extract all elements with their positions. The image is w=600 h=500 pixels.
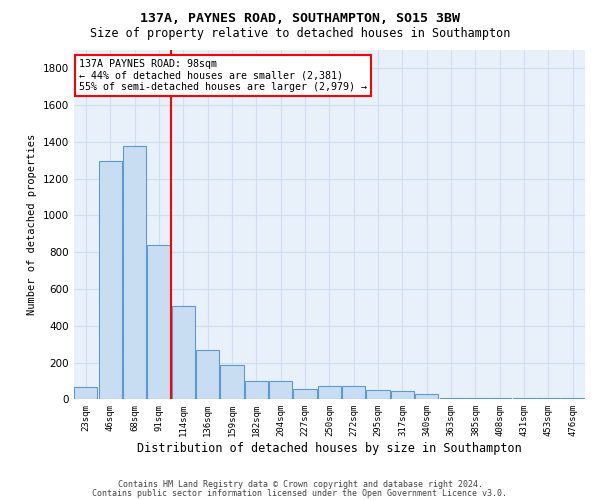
Bar bbox=[123, 146, 146, 400]
Bar bbox=[74, 388, 97, 400]
Text: 137A, PAYNES ROAD, SOUTHAMPTON, SO15 3BW: 137A, PAYNES ROAD, SOUTHAMPTON, SO15 3BW bbox=[140, 12, 460, 26]
Text: Contains HM Land Registry data © Crown copyright and database right 2024.: Contains HM Land Registry data © Crown c… bbox=[118, 480, 482, 489]
Bar bbox=[561, 398, 584, 400]
Bar bbox=[391, 391, 414, 400]
Bar bbox=[367, 390, 389, 400]
Bar bbox=[464, 398, 487, 400]
Bar bbox=[293, 389, 317, 400]
Bar bbox=[537, 398, 560, 400]
Text: Contains public sector information licensed under the Open Government Licence v3: Contains public sector information licen… bbox=[92, 488, 508, 498]
Bar bbox=[245, 381, 268, 400]
X-axis label: Distribution of detached houses by size in Southampton: Distribution of detached houses by size … bbox=[137, 442, 522, 455]
Bar bbox=[488, 398, 511, 400]
Bar bbox=[342, 386, 365, 400]
Bar bbox=[415, 394, 438, 400]
Y-axis label: Number of detached properties: Number of detached properties bbox=[27, 134, 37, 316]
Bar bbox=[148, 245, 170, 400]
Bar bbox=[172, 306, 195, 400]
Bar bbox=[512, 398, 536, 400]
Bar bbox=[196, 350, 219, 400]
Bar bbox=[220, 366, 244, 400]
Text: Size of property relative to detached houses in Southampton: Size of property relative to detached ho… bbox=[90, 28, 510, 40]
Bar bbox=[269, 381, 292, 400]
Bar bbox=[318, 386, 341, 400]
Bar bbox=[440, 398, 463, 400]
Bar bbox=[98, 161, 122, 400]
Text: 137A PAYNES ROAD: 98sqm
← 44% of detached houses are smaller (2,381)
55% of semi: 137A PAYNES ROAD: 98sqm ← 44% of detache… bbox=[79, 59, 367, 92]
